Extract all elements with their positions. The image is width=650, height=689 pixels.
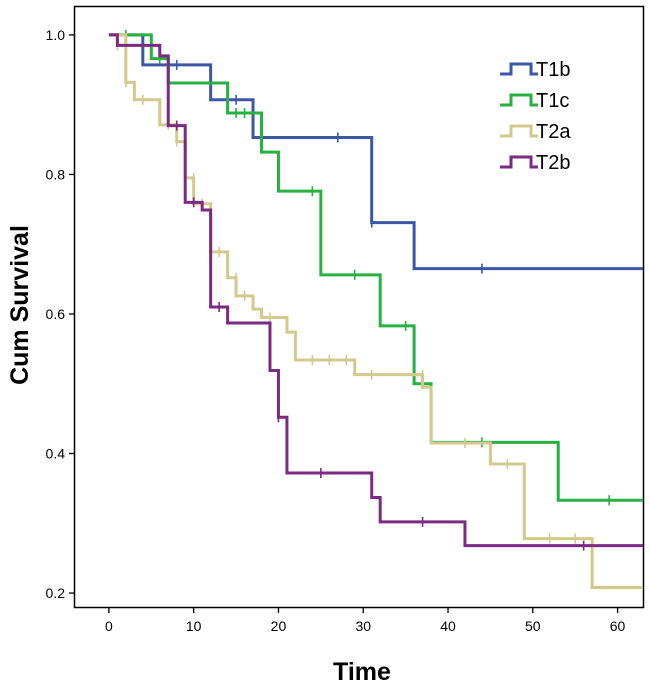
- x-axis: 0 10 20 30 40 50 60: [105, 607, 626, 634]
- y-axis: 0.2 0.4 0.6 0.8 1.0: [46, 27, 75, 601]
- series-line-t2b: [108, 33, 643, 548]
- y-axis-title: Cum Survival: [6, 225, 34, 385]
- x-tick-label: 20: [271, 618, 287, 634]
- y-tick-label: 0.4: [46, 446, 66, 462]
- legend-swatch-t2b: [500, 155, 538, 169]
- legend-label-t1b: T1b: [536, 59, 570, 81]
- x-tick-label: 30: [355, 618, 371, 634]
- plot-frame: [73, 5, 645, 609]
- legend-swatch-t1c: [500, 93, 538, 107]
- series-line-t1b: [108, 33, 643, 271]
- x-axis-title: Time: [333, 658, 391, 686]
- series-layer: [108, 29, 643, 589]
- legend-label-t2a: T2a: [536, 121, 571, 143]
- x-tick-label: 10: [186, 618, 202, 634]
- legend: T1b T1c T2a T2b: [500, 59, 571, 174]
- series-t2b: [108, 33, 643, 551]
- y-tick-label: 0.8: [46, 166, 66, 182]
- y-tick-label: 1.0: [46, 27, 66, 43]
- x-tick-label: 0: [105, 618, 113, 634]
- x-tick-label: 60: [610, 618, 626, 634]
- legend-swatch-t2a: [500, 124, 538, 138]
- legend-item-t1c: T1c: [500, 90, 569, 112]
- legend-item-t2b: T2b: [500, 152, 570, 174]
- x-tick-label: 40: [440, 618, 456, 634]
- x-tick-label: 50: [525, 618, 541, 634]
- legend-swatch-t1b: [500, 62, 538, 76]
- y-tick-label: 0.2: [46, 585, 66, 601]
- y-tick-label: 0.6: [46, 306, 66, 322]
- series-t1b: [108, 33, 643, 274]
- legend-item-t2a: T2a: [500, 121, 571, 143]
- legend-item-t1b: T1b: [500, 59, 570, 81]
- legend-label-t2b: T2b: [536, 152, 570, 174]
- legend-label-t1c: T1c: [536, 90, 569, 112]
